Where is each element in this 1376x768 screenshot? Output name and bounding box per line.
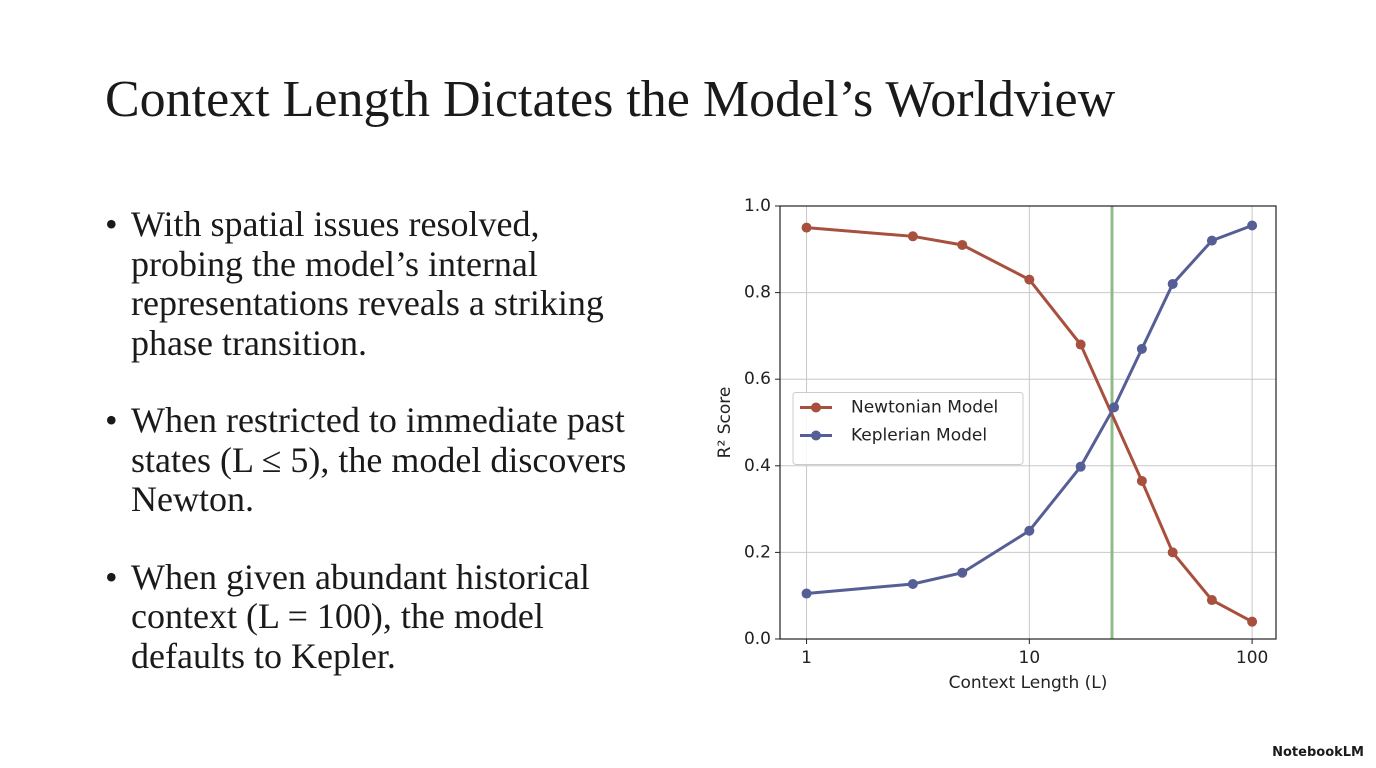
data-point [1024,525,1035,536]
data-point [957,567,968,578]
data-point [907,579,918,590]
bullet-list: With spatial issues resolved, probing th… [105,204,640,714]
data-point [1075,461,1086,472]
x-tick-label: 1 [801,648,812,668]
data-point [1167,547,1178,558]
chart: 0.0 0.2 0.4 0.6 0.8 1.0 1 10 100 Context Length (… [715,196,1277,693]
legend-box [792,392,1024,465]
data-point [1136,475,1147,486]
bullet: When restricted to immediate past states… [105,400,640,520]
data-point [957,239,968,250]
data-point [1136,343,1147,354]
y-axis-label: R² Score [715,387,735,459]
y-tick-label: 1.0 [744,196,771,216]
data-point [1206,235,1217,246]
brand: NotebookLM [1272,745,1364,760]
legend: Newtonian Model Keplerian Model [792,392,1024,465]
slide-title: Context Length Dictates the Model’s Worl… [105,71,1116,128]
y-tick-label: 0.4 [744,456,771,476]
y-tick-label: 0.6 [744,369,771,389]
y-tick-label: 0.0 [744,629,771,649]
bullet: With spatial issues resolved, probing th… [105,204,640,363]
data-point [1075,339,1086,350]
legend-label: Keplerian Model [851,426,987,446]
data-point [1109,402,1120,413]
series-line [806,224,1253,596]
legend-marker [811,402,821,413]
data-point [1024,274,1035,285]
x-tick-label: 10 [1019,648,1041,668]
data-point [907,231,918,242]
data-point [801,588,812,599]
data-point [1206,595,1217,606]
x-tick-label: 100 [1236,648,1268,668]
legend-marker [811,430,821,441]
bullet: When given abundant historical context (… [105,557,640,677]
data-point [1167,278,1178,289]
legend-label: Newtonian Model [851,398,998,418]
plot-frame [779,205,1277,640]
data-point [1247,616,1258,627]
data-point [1247,220,1258,231]
x-axis-label: Context Length (L) [949,673,1108,693]
y-tick-label: 0.2 [744,542,771,562]
data-point [801,222,812,233]
y-tick-label: 0.8 [744,283,771,303]
